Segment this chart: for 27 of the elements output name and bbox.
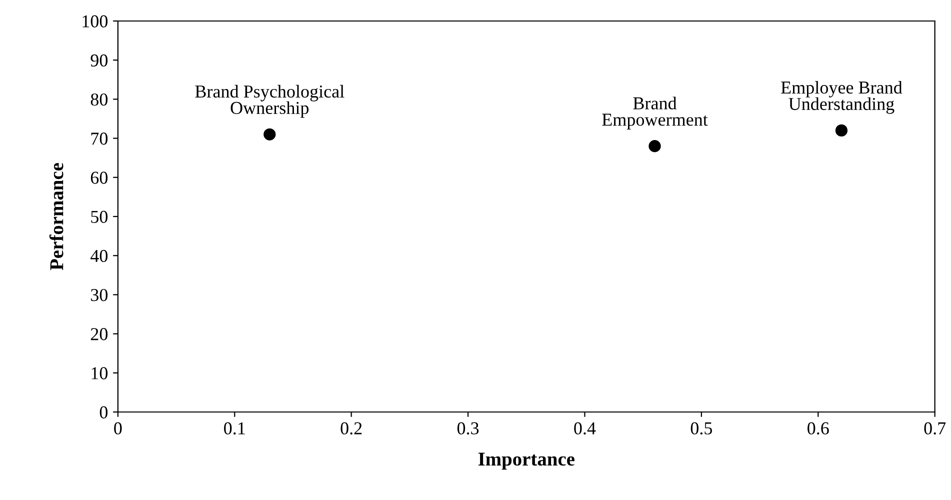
y-tick-label: 20 bbox=[90, 328, 108, 340]
x-tick-label: 0.3 bbox=[457, 422, 479, 435]
y-tick-label: 100 bbox=[82, 15, 108, 28]
y-tick-label: 50 bbox=[91, 210, 108, 223]
point bbox=[835, 124, 848, 137]
point bbox=[264, 128, 276, 140]
annotation: Employee Brand Understanding bbox=[781, 80, 902, 114]
x-axis-title: Importance bbox=[478, 452, 574, 470]
y-axis-title: Performance bbox=[49, 163, 64, 270]
y-tick-label: 40 bbox=[90, 250, 108, 262]
annotation: Brand Psychological Ownership bbox=[195, 84, 344, 118]
x-tick-label: 0.4 bbox=[574, 422, 596, 435]
point bbox=[648, 140, 661, 152]
x-tick-label: 0.1 bbox=[224, 422, 245, 435]
y-tick-label: 0 bbox=[100, 406, 108, 418]
y-tick-label: 70 bbox=[91, 132, 108, 145]
annotation: Brand Empowerment bbox=[602, 96, 708, 130]
x-tick-label: 0 bbox=[114, 422, 122, 434]
y-tick-label: 10 bbox=[92, 367, 108, 380]
y-tick-label: 90 bbox=[90, 54, 108, 67]
y-tick-label: 80 bbox=[90, 93, 108, 106]
y-tick-label: 60 bbox=[90, 172, 108, 184]
x-tick-label: 0.6 bbox=[808, 422, 829, 435]
y-tick-label: 30 bbox=[91, 288, 108, 302]
x-tick-label: 0.7 bbox=[924, 422, 946, 435]
x-tick-label: 0.5 bbox=[690, 422, 712, 435]
x-tick-label: 0.2 bbox=[340, 422, 362, 435]
